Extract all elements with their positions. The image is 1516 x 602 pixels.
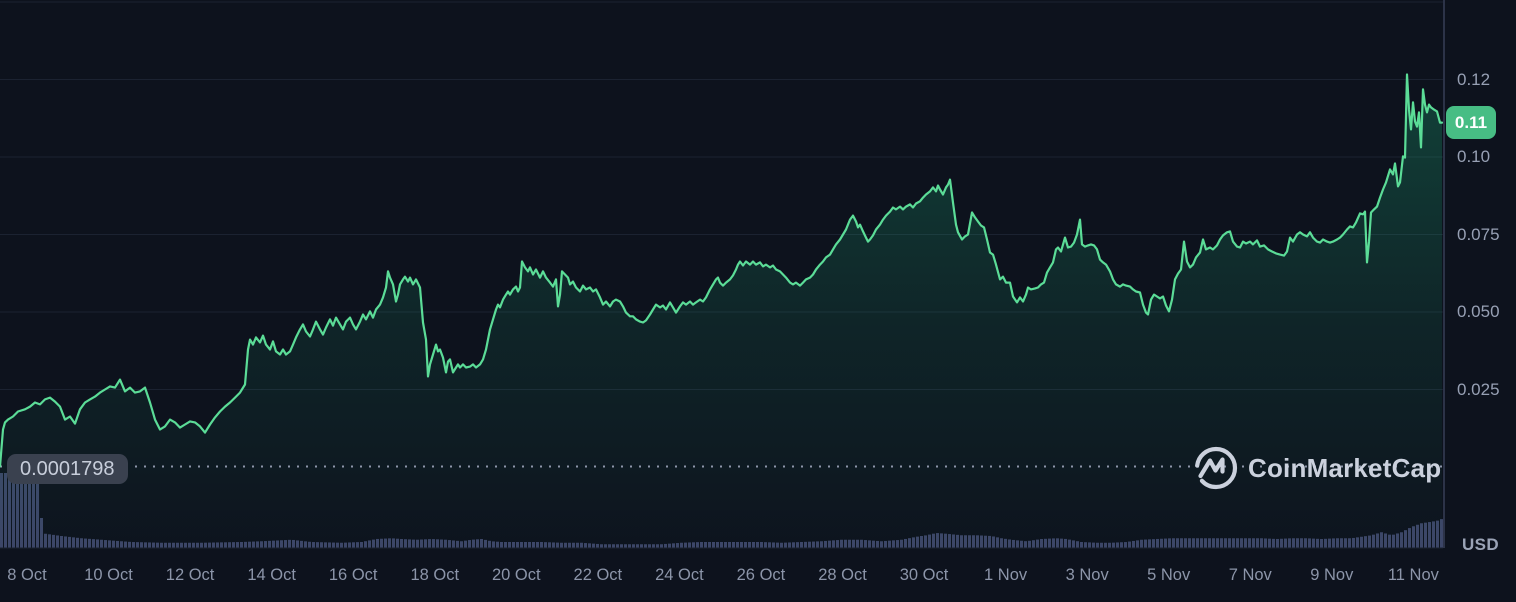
x-axis-tick-label: 7 Nov — [1228, 566, 1272, 584]
y-axis-tick-label: 0.075 — [1457, 224, 1500, 244]
coinmarketcap-wordmark: CoinMarketCap — [1248, 452, 1442, 483]
y-axis-tick-label: 0.025 — [1457, 379, 1500, 399]
x-axis-tick-label: 1 Nov — [984, 566, 1028, 584]
current-price-badge: 0.11 — [1446, 106, 1496, 140]
coinmarketcap-watermark: CoinMarketCap — [1193, 445, 1441, 491]
x-axis-tick-label: 18 Oct — [410, 566, 460, 584]
x-axis-tick-label: 28 Oct — [818, 566, 867, 584]
period-open-price-value: 0.0001798 — [20, 458, 115, 481]
y-axis-tick-label: 0.12 — [1457, 69, 1491, 89]
x-axis-tick-label: 10 Oct — [84, 566, 133, 584]
x-axis-tick-label: 30 Oct — [899, 566, 949, 584]
coinmarketcap-logo-icon — [1194, 446, 1238, 490]
y-axis-tick-label: 0.050 — [1457, 302, 1500, 321]
x-axis-tick-label: 12 Oct — [165, 566, 215, 584]
x-axis-tick-label: 11 Nov — [1387, 566, 1439, 584]
x-axis-tick-label: 22 Oct — [573, 566, 623, 584]
x-axis-tick-label: 26 Oct — [736, 566, 786, 584]
current-price-value: 0.11 — [1454, 112, 1488, 132]
y-axis-unit-label: USD — [1462, 535, 1500, 554]
x-axis-tick-label: 14 Oct — [247, 566, 296, 584]
x-axis-tick-label: 5 Nov — [1147, 566, 1191, 584]
y-axis-tick-label: 0.10 — [1457, 147, 1491, 166]
price-line-series — [0, 73, 1444, 468]
x-axis-tick-label: 9 Nov — [1310, 566, 1354, 584]
x-axis-tick-label: 16 Oct — [328, 566, 378, 584]
x-axis-tick-label: 8 Oct — [7, 566, 47, 584]
x-axis-tick-label: 20 Oct — [491, 566, 541, 584]
x-axis-tick-label: 3 Nov — [1065, 566, 1109, 584]
x-axis-tick-label: 24 Oct — [655, 566, 704, 584]
price-area-fill — [0, 74, 1442, 548]
period-open-price-badge: 0.0001798 — [7, 454, 128, 485]
